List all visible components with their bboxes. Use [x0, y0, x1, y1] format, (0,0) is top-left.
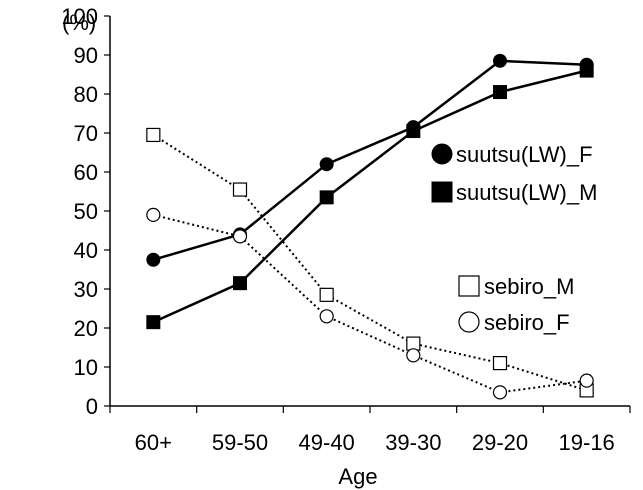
- y-tick-label: 80: [74, 82, 98, 107]
- legend-label-sebiro-f: sebiro_F: [484, 310, 570, 335]
- data-point-sebiro-f: [492, 385, 508, 400]
- legend-marker-sebiro-f: [458, 311, 480, 333]
- data-point-sebiro-m: [319, 287, 334, 302]
- y-tick-labels: 0 10 20 30 40 50 60 70 80 90 100: [61, 4, 98, 419]
- y-tick-label: 20: [74, 316, 98, 341]
- y-tick-label: 0: [86, 394, 98, 419]
- series-markers: [146, 53, 594, 400]
- legend: suutsu(LW)_F suutsu(LW)_M sebiro_M sebiro_F: [431, 142, 597, 335]
- x-tick-label: 49-40: [299, 430, 355, 455]
- x-tick-label: 60+: [135, 430, 172, 455]
- y-tick-label: 30: [74, 277, 98, 302]
- data-point-sebiro-m: [406, 336, 421, 351]
- data-point-sebiro-f: [579, 373, 594, 388]
- data-point-suutsu-lw-m: [406, 124, 421, 139]
- legend-label-suutsu-lw-m: suutsu(LW)_M: [456, 180, 597, 205]
- x-tick-label: 29-20: [472, 430, 528, 455]
- data-point-suutsu-lw-m: [319, 190, 334, 205]
- x-axis-title: Age: [338, 464, 377, 489]
- x-tick-labels: 60+ 59-50 49-40 39-30 29-20 19-16: [135, 430, 615, 455]
- series-line-sebiro-f: [153, 213, 587, 394]
- data-point-suutsu-lw-f: [146, 252, 161, 267]
- data-point-suutsu-lw-m: [233, 276, 247, 291]
- x-tick-label: 59-50: [212, 430, 268, 455]
- data-point-sebiro-f: [319, 309, 334, 324]
- y-tick-label: 10: [74, 355, 98, 380]
- legend-marker-suutsu-lw-m: [431, 181, 453, 203]
- data-point-suutsu-lw-f: [319, 157, 334, 172]
- legend-label-sebiro-m: sebiro_M: [484, 274, 574, 299]
- y-tick-label: 50: [74, 199, 98, 224]
- y-tick-label: 70: [74, 121, 98, 146]
- data-point-sebiro-f: [232, 229, 248, 244]
- data-point-sebiro-f: [146, 207, 161, 222]
- y-tick-label: 90: [74, 43, 98, 68]
- data-point-sebiro-m: [492, 356, 508, 371]
- series-line-sebiro-m: [152, 134, 587, 392]
- y-tick-label: 100: [61, 4, 98, 29]
- data-point-suutsu-lw-f: [493, 53, 507, 68]
- series-line-suutsu-lw-m: [152, 69, 587, 324]
- y-tick-label: 60: [74, 160, 98, 185]
- data-point-suutsu-lw-m: [579, 63, 594, 78]
- y-axis-unit: (%): [62, 10, 96, 35]
- legend-marker-sebiro-m: [458, 275, 480, 297]
- y-tick-label: 40: [74, 238, 98, 263]
- series-line-suutsu-lw-f: [152, 59, 587, 261]
- data-point-sebiro-m: [232, 182, 248, 197]
- data-point-suutsu-lw-m: [146, 315, 161, 330]
- data-point-sebiro-m: [146, 127, 161, 143]
- axes: [104, 15, 631, 413]
- legend-label-suutsu-lw-f: suutsu(LW)_F: [456, 142, 593, 167]
- series-lines: [152, 59, 587, 394]
- data-point-sebiro-f: [406, 348, 421, 363]
- x-tick-label: 19-16: [559, 430, 615, 455]
- data-point-suutsu-lw-m: [493, 85, 507, 100]
- legend-marker-suutsu-lw-f: [431, 143, 453, 165]
- x-tick-label: 39-30: [385, 430, 441, 455]
